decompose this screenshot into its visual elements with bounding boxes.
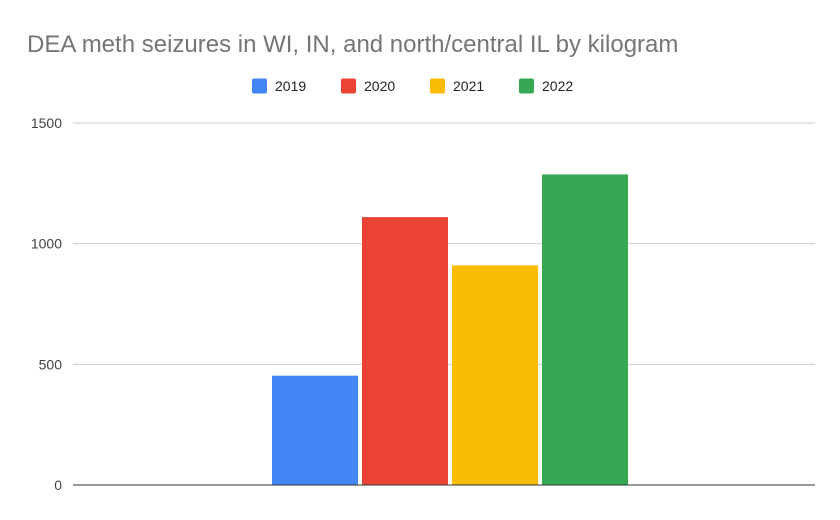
y-tick-label: 1000	[31, 236, 62, 252]
legend-item-2021: 2021	[430, 78, 484, 94]
legend-label: 2019	[275, 78, 306, 94]
y-tick-label: 1500	[31, 115, 62, 131]
legend-swatch	[252, 78, 267, 94]
bar-2020	[362, 217, 448, 485]
legend-item-2019: 2019	[252, 78, 306, 94]
y-tick-label: 500	[39, 356, 63, 372]
bars	[272, 174, 628, 486]
legend-label: 2021	[453, 78, 484, 94]
bar-2022	[542, 174, 628, 486]
legend-item-2022: 2022	[519, 78, 573, 94]
legend-swatch	[430, 78, 445, 94]
y-axis-ticks: 0 500 1000 1500	[31, 115, 62, 493]
legend-swatch	[341, 78, 356, 94]
legend-label: 2022	[542, 78, 573, 94]
y-tick-label: 0	[54, 477, 62, 493]
bar-2021	[452, 265, 538, 485]
chart-title: DEA meth seizures in WI, IN, and north/c…	[27, 31, 678, 58]
bar-2019	[272, 375, 358, 485]
legend-swatch	[519, 78, 534, 94]
legend-item-2020: 2020	[341, 78, 395, 94]
legend-label: 2020	[364, 78, 395, 94]
legend: 2019 2020 2021 2022	[252, 78, 573, 94]
